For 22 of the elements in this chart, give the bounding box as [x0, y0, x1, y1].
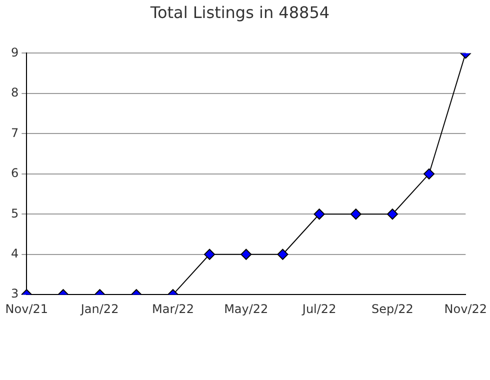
y-tick-label: 4 — [10, 246, 19, 260]
x-tick-label: Jul/22 — [301, 302, 336, 316]
chart-title: Total Listings in 48854 — [149, 2, 330, 22]
y-tick-label: 7 — [10, 126, 19, 140]
x-tick-label: Nov/22 — [444, 302, 487, 316]
point — [424, 168, 435, 180]
x-tick-label: Mar/22 — [152, 302, 194, 316]
point — [204, 248, 216, 260]
point — [386, 208, 398, 220]
y-tick-label: 6 — [10, 166, 19, 180]
y-tick-label: 3 — [10, 286, 19, 301]
point — [350, 208, 362, 220]
y-tick-label: 8 — [10, 86, 19, 100]
y-tick-label: 5 — [10, 206, 19, 220]
x-tick-label: Sep/22 — [372, 302, 414, 316]
point — [240, 248, 252, 260]
x-tick-label: Jan/22 — [80, 302, 119, 316]
x-tick-label: Nov/21 — [5, 302, 48, 316]
point — [277, 248, 288, 260]
y-tick-label: 9 — [10, 45, 19, 60]
x-tick-label: May/22 — [224, 302, 268, 316]
point — [314, 208, 325, 220]
